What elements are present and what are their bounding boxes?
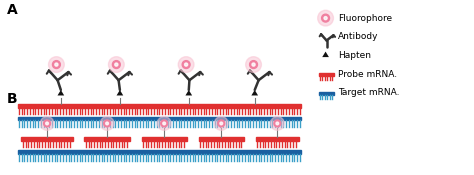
- Text: B: B: [7, 92, 18, 106]
- Text: Antibody: Antibody: [338, 32, 379, 41]
- Circle shape: [184, 63, 188, 66]
- Bar: [142, 137, 187, 141]
- Circle shape: [163, 122, 165, 125]
- Bar: [319, 73, 335, 76]
- Polygon shape: [57, 90, 64, 96]
- Circle shape: [106, 122, 109, 125]
- Circle shape: [112, 61, 120, 68]
- Circle shape: [324, 17, 327, 20]
- Circle shape: [157, 117, 171, 130]
- Polygon shape: [251, 90, 258, 96]
- Circle shape: [55, 63, 58, 66]
- Bar: [21, 137, 73, 141]
- Circle shape: [318, 10, 333, 26]
- Bar: [18, 150, 301, 154]
- Circle shape: [40, 117, 54, 130]
- Bar: [319, 92, 335, 95]
- Circle shape: [274, 120, 281, 127]
- Circle shape: [218, 120, 225, 127]
- Circle shape: [161, 120, 168, 127]
- Bar: [84, 137, 130, 141]
- Circle shape: [271, 117, 284, 130]
- Circle shape: [214, 117, 228, 130]
- Circle shape: [250, 61, 257, 68]
- Text: A: A: [7, 3, 18, 17]
- Circle shape: [220, 122, 223, 125]
- Text: Hapten: Hapten: [338, 51, 371, 60]
- Text: Fluorophore: Fluorophore: [338, 14, 392, 23]
- Polygon shape: [322, 52, 329, 57]
- Bar: [255, 137, 299, 141]
- Text: Probe mRNA.: Probe mRNA.: [338, 70, 398, 79]
- Circle shape: [178, 57, 194, 72]
- Circle shape: [46, 122, 48, 125]
- Text: Target mRNA.: Target mRNA.: [338, 88, 400, 97]
- Circle shape: [276, 122, 279, 125]
- Circle shape: [53, 61, 60, 68]
- Circle shape: [115, 63, 118, 66]
- Circle shape: [252, 63, 255, 66]
- Bar: [18, 104, 301, 108]
- Polygon shape: [185, 90, 192, 96]
- Circle shape: [104, 120, 110, 127]
- Circle shape: [100, 117, 114, 130]
- Circle shape: [109, 57, 124, 72]
- Circle shape: [48, 57, 64, 72]
- Polygon shape: [117, 90, 123, 96]
- Circle shape: [182, 61, 190, 68]
- Bar: [199, 137, 244, 141]
- Circle shape: [322, 14, 329, 22]
- Circle shape: [44, 120, 51, 127]
- Bar: [18, 117, 301, 120]
- Circle shape: [246, 57, 261, 72]
